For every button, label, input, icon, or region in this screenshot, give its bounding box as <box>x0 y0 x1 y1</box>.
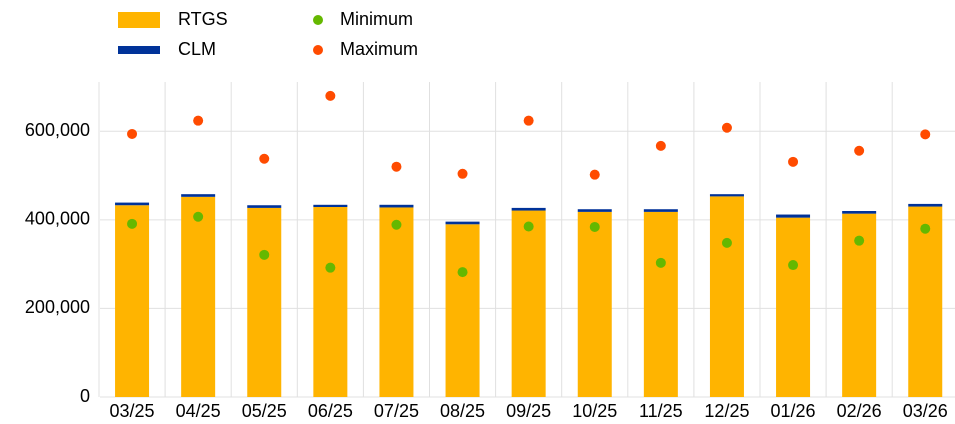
x-tick-label: 12/25 <box>704 401 749 421</box>
point-maximum <box>721 122 732 133</box>
point-minimum <box>920 223 931 234</box>
point-minimum <box>721 237 732 248</box>
bar-rtgs <box>776 217 811 397</box>
point-minimum <box>193 211 204 222</box>
point-minimum <box>854 235 865 246</box>
bar-clm <box>247 205 282 208</box>
point-maximum <box>391 161 402 172</box>
point-maximum <box>193 115 204 126</box>
bar-rtgs <box>445 224 480 397</box>
point-maximum <box>325 90 336 101</box>
point-minimum <box>655 257 666 268</box>
point-maximum <box>523 115 534 126</box>
y-tick-label: 400,000 <box>25 209 90 229</box>
point-minimum <box>457 267 468 278</box>
legend-marker <box>313 45 323 55</box>
point-maximum <box>788 156 799 167</box>
y-tick-label: 600,000 <box>25 120 90 140</box>
bar-clm <box>115 202 150 206</box>
legend-label: RTGS <box>178 9 228 29</box>
point-maximum <box>589 169 600 180</box>
bar-rtgs <box>115 205 150 397</box>
y-tick-label: 0 <box>80 386 90 406</box>
x-tick-label: 07/25 <box>374 401 419 421</box>
bar-rtgs <box>511 210 546 397</box>
x-tick-label: 08/25 <box>440 401 485 421</box>
point-maximum <box>127 128 138 139</box>
bar-clm <box>511 207 546 211</box>
point-maximum <box>854 145 865 156</box>
legend-label: Minimum <box>340 9 413 29</box>
bar-clm <box>776 214 811 218</box>
x-tick-label: 11/25 <box>639 401 683 421</box>
bar-rtgs <box>247 207 282 397</box>
x-tick-label: 09/25 <box>506 401 551 421</box>
point-maximum <box>259 153 270 164</box>
legend-label: Maximum <box>340 39 418 59</box>
bar-rtgs <box>379 207 414 397</box>
bar-clm <box>313 204 348 208</box>
bar-rtgs <box>577 211 612 397</box>
bar-clm <box>379 204 414 208</box>
bar-clm <box>445 221 480 225</box>
point-minimum <box>788 260 799 271</box>
bar-clm <box>181 194 216 197</box>
point-minimum <box>127 218 138 229</box>
point-minimum <box>523 221 534 232</box>
y-tick-label: 200,000 <box>25 297 90 317</box>
x-tick-label: 04/25 <box>176 401 221 421</box>
point-maximum <box>457 168 468 179</box>
bar-rtgs <box>643 211 678 397</box>
x-tick-label: 05/25 <box>242 401 287 421</box>
bar-rtgs <box>181 196 216 397</box>
point-minimum <box>259 249 270 260</box>
point-minimum <box>391 219 402 230</box>
bar-clm <box>577 209 612 212</box>
point-minimum <box>325 262 336 273</box>
point-maximum <box>920 129 931 140</box>
x-tick-label: 01/26 <box>771 401 816 421</box>
bar-clm <box>842 211 877 214</box>
legend-label: CLM <box>178 39 216 59</box>
point-minimum <box>589 221 600 232</box>
x-tick-label: 02/26 <box>837 401 882 421</box>
x-tick-label: 06/25 <box>308 401 353 421</box>
bar-rtgs <box>709 196 744 397</box>
x-tick-label: 03/25 <box>110 401 155 421</box>
bar-clm <box>643 209 678 212</box>
legend-marker <box>313 15 323 25</box>
legend-swatch <box>118 46 160 54</box>
x-tick-label: 10/25 <box>572 401 617 421</box>
bar-clm <box>709 194 744 197</box>
bar-rtgs <box>908 206 943 397</box>
x-tick-label: 03/26 <box>903 401 948 421</box>
bar-rtgs <box>313 207 348 397</box>
bar-clm <box>908 203 943 207</box>
legend-swatch <box>118 12 160 28</box>
point-maximum <box>655 140 666 151</box>
